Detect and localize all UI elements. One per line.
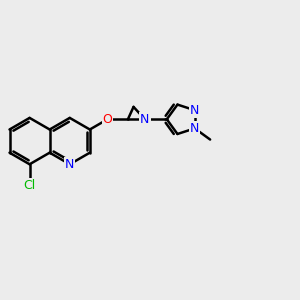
Text: N: N xyxy=(190,104,200,117)
Text: O: O xyxy=(103,113,112,126)
Text: N: N xyxy=(65,158,74,171)
Text: N: N xyxy=(190,122,200,135)
Text: N: N xyxy=(140,113,149,126)
Text: Cl: Cl xyxy=(23,178,36,192)
